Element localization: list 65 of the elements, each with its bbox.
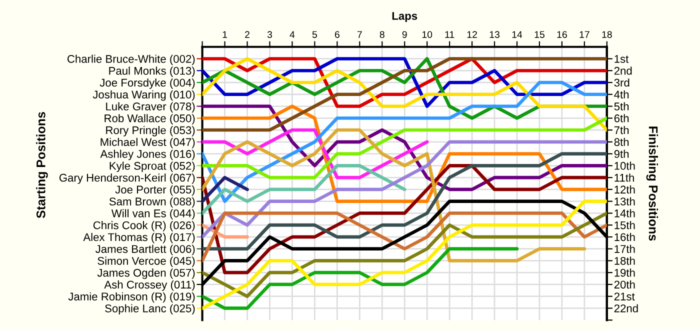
y2-tick-label: 22nd (614, 304, 638, 312)
y2-tick-label: 9th (614, 150, 629, 158)
legend-label: Rob Wallace (050) (104, 114, 195, 124)
legend-label: Rory Pringle (053) (106, 126, 195, 136)
legend-label: Kyle Sproat (052) (110, 162, 195, 172)
x-tick-label: 11 (445, 31, 454, 38)
x-tick-label: 9 (402, 31, 407, 38)
text: Starting Positions (36, 112, 48, 218)
y2-tick-label: 1st (614, 55, 629, 63)
legend-label: Sam Brown (088) (109, 197, 195, 208)
y2-tick-label: 18th (614, 256, 635, 265)
y2-tick-label: 21st (614, 292, 635, 300)
legend-label: James Bartlett (006) (96, 244, 195, 256)
y2-tick-label: 6th (614, 114, 629, 122)
legend-label: Michael West (047) (100, 138, 195, 148)
legend-label: Alex Thomas (R) (017) (83, 232, 195, 244)
y2-axis-title: Finishing Positions (646, 126, 658, 241)
legend-label: Will van Es (044) (111, 209, 195, 220)
legend-label: Ashley Jones (016) (100, 150, 195, 160)
x-tick-label: 3 (267, 31, 272, 38)
legend-label: Jamie Robinson (R) (019) (68, 292, 195, 303)
legend-label: James Ogden (057) (97, 268, 195, 279)
legend-label: Luke Graver (078) (106, 102, 195, 113)
legend-label: Charlie Bruce-White (002) (67, 54, 195, 66)
legend-label: Ash Crossey (011) (104, 280, 195, 291)
y2-tick-label: 12th (614, 185, 635, 194)
y2-tick-label: 4th (614, 90, 629, 98)
legend-label: Joshua Waring (010) (92, 90, 195, 101)
legend-label: Simon Vercoe (045) (98, 256, 195, 268)
y2-tick-label: 10th (614, 162, 635, 170)
x-tick-label: 2 (245, 31, 250, 38)
x-tick-label: 4 (290, 31, 295, 38)
x-tick-label: 18 (602, 31, 612, 38)
x-tick-label: 14 (512, 31, 522, 38)
legend-label: Joe Forsdyke (004) (100, 78, 195, 89)
legend-label: Sophie Lanc (025) (105, 304, 195, 315)
x-tick-label: 13 (490, 31, 500, 38)
x-tick-label: 5 (312, 31, 317, 38)
x-axis-title: Laps (392, 12, 418, 22)
y2-tick-label: 2nd (614, 66, 632, 75)
y2-tick-label: 14th (614, 209, 635, 218)
x-tick-label: 17 (580, 31, 590, 38)
y2-tick-label: 3rd (614, 78, 630, 87)
x-tick-label: 6 (334, 31, 340, 38)
x-tick-label: 7 (357, 31, 362, 38)
legend-label: Joe Porter (055) (115, 185, 195, 196)
y2-tick-label: 13th (614, 197, 635, 206)
x-tick-label: 12 (467, 31, 477, 38)
y2-tick-label: 16th (614, 232, 635, 242)
y2-tick-label: 8th (614, 138, 629, 146)
x-tick-label: 10 (422, 31, 432, 38)
legend-label: Gary Henderson-Keirl (067) (59, 174, 195, 184)
legend-label: Chris Cook (R) (026) (93, 221, 195, 232)
legend-label: Paul Monks (013) (109, 66, 195, 77)
y2-tick-label: 7th (614, 126, 629, 134)
y2-tick-label: 20th (614, 280, 635, 289)
x-tick-label: 16 (557, 31, 567, 38)
x-tick-label: 1 (222, 31, 228, 38)
y2-tick-label: 19th (614, 268, 635, 277)
x-tick-label: 8 (380, 31, 384, 38)
x-tick-label: 15 (534, 31, 544, 38)
y2-tick-label: 5th (614, 102, 629, 110)
y2-tick-label: 17th (614, 244, 635, 253)
y2-tick-label: 11th (614, 174, 634, 182)
y2-tick-label: 15th (614, 221, 635, 230)
